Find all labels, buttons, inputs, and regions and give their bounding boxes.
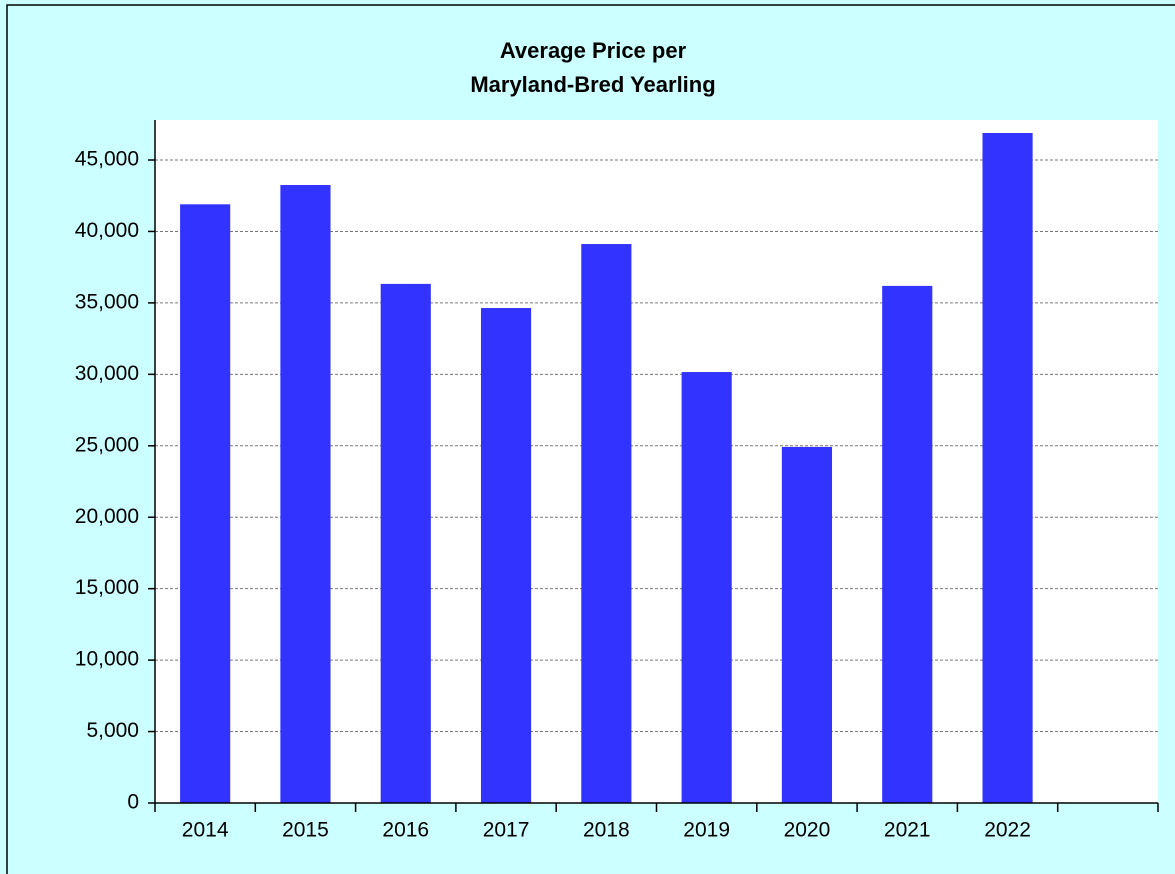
y-tick-label: 20,000 [75, 505, 139, 528]
frame [6, 4, 1175, 874]
bar [581, 244, 632, 803]
y-tick-label: 0 [127, 791, 139, 814]
chart-title: Average Price per [500, 38, 687, 63]
y-tick-label: 40,000 [75, 219, 139, 242]
x-tick-label: 2022 [984, 819, 1031, 842]
y-tick-label: 5,000 [86, 719, 139, 742]
x-tick-label: 2019 [683, 819, 730, 842]
y-tick-label: 30,000 [75, 362, 139, 385]
x-tick-label: 2021 [884, 819, 931, 842]
y-tick-label: 15,000 [75, 576, 139, 599]
x-tick-label: 2020 [784, 819, 831, 842]
bar [681, 372, 732, 803]
bar [480, 308, 532, 803]
bar [280, 185, 331, 803]
x-tick-label: 2016 [382, 819, 429, 842]
bar [982, 133, 1033, 804]
bar [380, 283, 431, 803]
x-tick-label: 2017 [483, 819, 530, 842]
y-tick-label: 45,000 [75, 148, 139, 171]
y-tick-label: 35,000 [75, 290, 139, 313]
y-tick-label: 10,000 [75, 648, 139, 671]
bar [882, 285, 933, 803]
bar [180, 204, 231, 803]
x-tick-label: 2015 [282, 819, 329, 842]
y-tick-label: 25,000 [75, 433, 139, 456]
x-tick-label: 2018 [583, 819, 630, 842]
x-tick-label: 2014 [182, 819, 229, 842]
bar [781, 446, 833, 803]
chart-title: Maryland-Bred Yearling [470, 72, 715, 97]
